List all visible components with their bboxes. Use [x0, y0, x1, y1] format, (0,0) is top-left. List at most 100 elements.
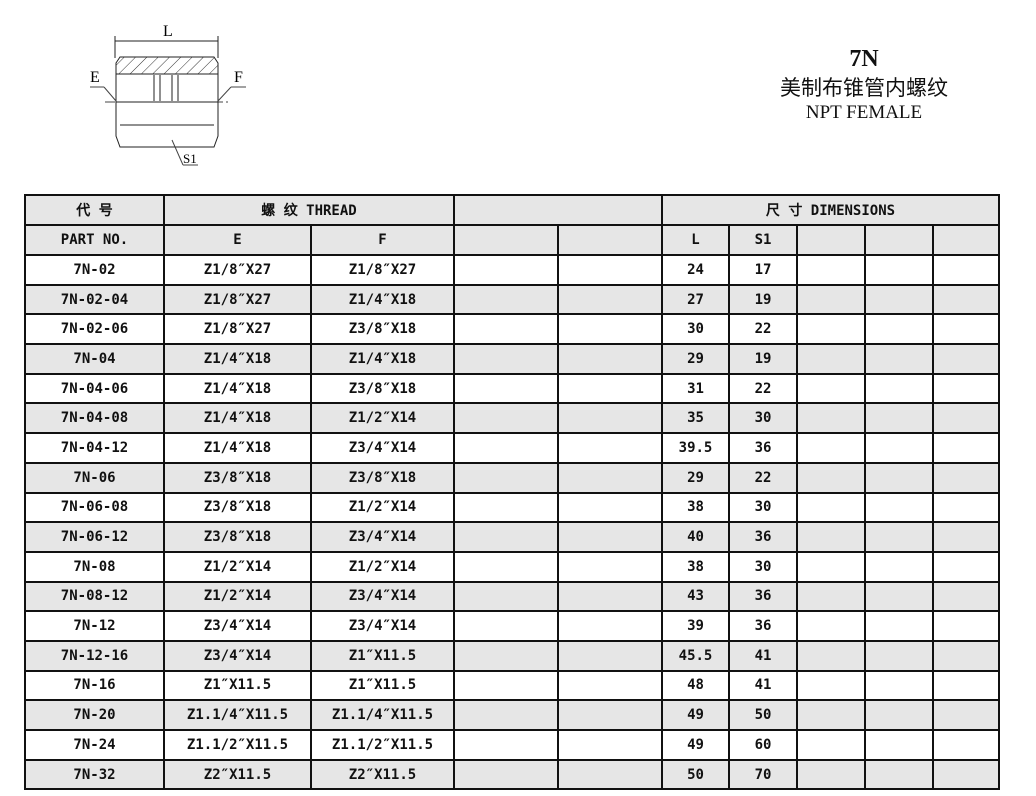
- cell-empty: [557, 550, 663, 583]
- table-row: 7N-04-08 Z1/4″X18 Z1/2″X14 35 30: [24, 402, 1000, 435]
- cell-empty: [557, 669, 663, 702]
- cell-part-no: 7N-12: [24, 610, 165, 642]
- cell-dim-s1: 30: [728, 402, 798, 435]
- header-l: L: [661, 224, 730, 256]
- cell-dim-s1: 30: [728, 550, 798, 583]
- cell-dim-s1: 22: [728, 313, 798, 346]
- cell-empty: [796, 372, 866, 405]
- cell-empty: [864, 432, 934, 464]
- cell-dim-l: 30: [661, 313, 730, 346]
- header-row-1: 代 号 螺 纹 THREAD 尺 寸 DIMENSIONS: [24, 194, 1000, 226]
- cell-empty: [932, 283, 1000, 316]
- cell-thread-e: Z3/8″X18: [163, 521, 312, 553]
- cell-empty: [557, 313, 663, 346]
- table-row: 7N-06 Z3/8″X18 Z3/8″X18 29 22: [24, 461, 1000, 494]
- cell-dim-s1: 36: [728, 580, 798, 613]
- cell-thread-f: Z3/4″X14: [310, 432, 455, 464]
- cell-thread-e: Z1/8″X27: [163, 283, 312, 316]
- header-dimensions: 尺 寸 DIMENSIONS: [661, 194, 1000, 226]
- cell-empty: [864, 580, 934, 613]
- cell-empty: [453, 550, 559, 583]
- cell-dim-s1: 41: [728, 669, 798, 702]
- cell-thread-e: Z1/4″X18: [163, 372, 312, 405]
- label-e: E: [90, 69, 100, 86]
- cell-empty: [796, 610, 866, 642]
- cell-empty: [557, 699, 663, 731]
- cell-thread-f: Z1/4″X18: [310, 283, 455, 316]
- cell-dim-s1: 19: [728, 343, 798, 375]
- cell-empty: [453, 343, 559, 375]
- cell-empty: [453, 729, 559, 761]
- cell-thread-e: Z3/4″X14: [163, 610, 312, 642]
- cell-empty: [932, 491, 1000, 524]
- cell-thread-f: Z1/2″X14: [310, 550, 455, 583]
- cell-empty: [932, 669, 1000, 702]
- cell-dim-l: 35: [661, 402, 730, 435]
- cell-thread-f: Z1/8″X27: [310, 254, 455, 286]
- title-block: 7N 美制布锥管内螺纹 NPT FEMALE: [754, 44, 974, 124]
- cell-empty: [453, 432, 559, 464]
- table-row: 7N-20 Z1.1/4″X11.5 Z1.1/4″X11.5 49 50: [24, 699, 1000, 731]
- cell-dim-s1: 36: [728, 432, 798, 464]
- cell-dim-s1: 22: [728, 461, 798, 494]
- cell-dim-l: 31: [661, 372, 730, 405]
- cell-thread-e: Z1.1/4″X11.5: [163, 699, 312, 731]
- product-code: 7N: [849, 46, 879, 72]
- table-row: 7N-04 Z1/4″X18 Z1/4″X18 29 19: [24, 343, 1000, 375]
- cell-thread-e: Z1/2″X14: [163, 580, 312, 613]
- cell-part-no: 7N-04: [24, 343, 165, 375]
- cell-empty: [557, 491, 663, 524]
- cell-empty: [932, 402, 1000, 435]
- cell-empty: [796, 669, 866, 702]
- cell-dim-s1: 60: [728, 729, 798, 761]
- cell-thread-e: Z3/8″X18: [163, 461, 312, 494]
- cell-empty: [796, 432, 866, 464]
- cell-thread-e: Z3/8″X18: [163, 491, 312, 524]
- cell-part-no: 7N-02-06: [24, 313, 165, 346]
- cell-empty: [932, 461, 1000, 494]
- cell-empty: [796, 343, 866, 375]
- cell-empty: [796, 580, 866, 613]
- cell-empty: [557, 639, 663, 672]
- cell-empty: [453, 491, 559, 524]
- cell-thread-f: Z3/4″X14: [310, 580, 455, 613]
- cell-empty: [453, 521, 559, 553]
- cell-part-no: 7N-02: [24, 254, 165, 286]
- cell-empty: [932, 729, 1000, 761]
- cell-empty: [932, 758, 1000, 791]
- cell-empty: [453, 254, 559, 286]
- cell-dim-l: 49: [661, 729, 730, 761]
- cell-thread-e: Z1/4″X18: [163, 402, 312, 435]
- cell-empty: [864, 461, 934, 494]
- cell-thread-e: Z1/2″X14: [163, 550, 312, 583]
- cell-empty: [453, 313, 559, 346]
- cell-empty: [864, 402, 934, 435]
- cell-empty: [453, 580, 559, 613]
- cell-dim-l: 24: [661, 254, 730, 286]
- cell-part-no: 7N-04-06: [24, 372, 165, 405]
- cell-empty: [557, 461, 663, 494]
- cell-empty: [557, 402, 663, 435]
- cell-part-no: 7N-16: [24, 669, 165, 702]
- cell-empty: [932, 639, 1000, 672]
- cell-empty: [557, 343, 663, 375]
- cell-dim-l: 48: [661, 669, 730, 702]
- cell-thread-e: Z1″X11.5: [163, 669, 312, 702]
- cell-thread-e: Z1/4″X18: [163, 343, 312, 375]
- header-thread: 螺 纹 THREAD: [163, 194, 455, 226]
- header-row-2: PART NO. E F L S1: [24, 224, 1000, 256]
- cell-part-no: 7N-24: [24, 729, 165, 761]
- cell-dim-l: 29: [661, 343, 730, 375]
- cell-empty: [864, 610, 934, 642]
- cell-empty: [864, 550, 934, 583]
- header-empty: [932, 224, 1000, 256]
- cell-empty: [453, 639, 559, 672]
- cell-empty: [932, 254, 1000, 286]
- cell-thread-e: Z1/4″X18: [163, 432, 312, 464]
- cell-thread-f: Z3/8″X18: [310, 313, 455, 346]
- cell-empty: [932, 699, 1000, 731]
- cell-empty: [796, 283, 866, 316]
- table-row: 7N-04-06 Z1/4″X18 Z3/8″X18 31 22: [24, 372, 1000, 405]
- cell-empty: [864, 283, 934, 316]
- cell-thread-e: Z1/8″X27: [163, 313, 312, 346]
